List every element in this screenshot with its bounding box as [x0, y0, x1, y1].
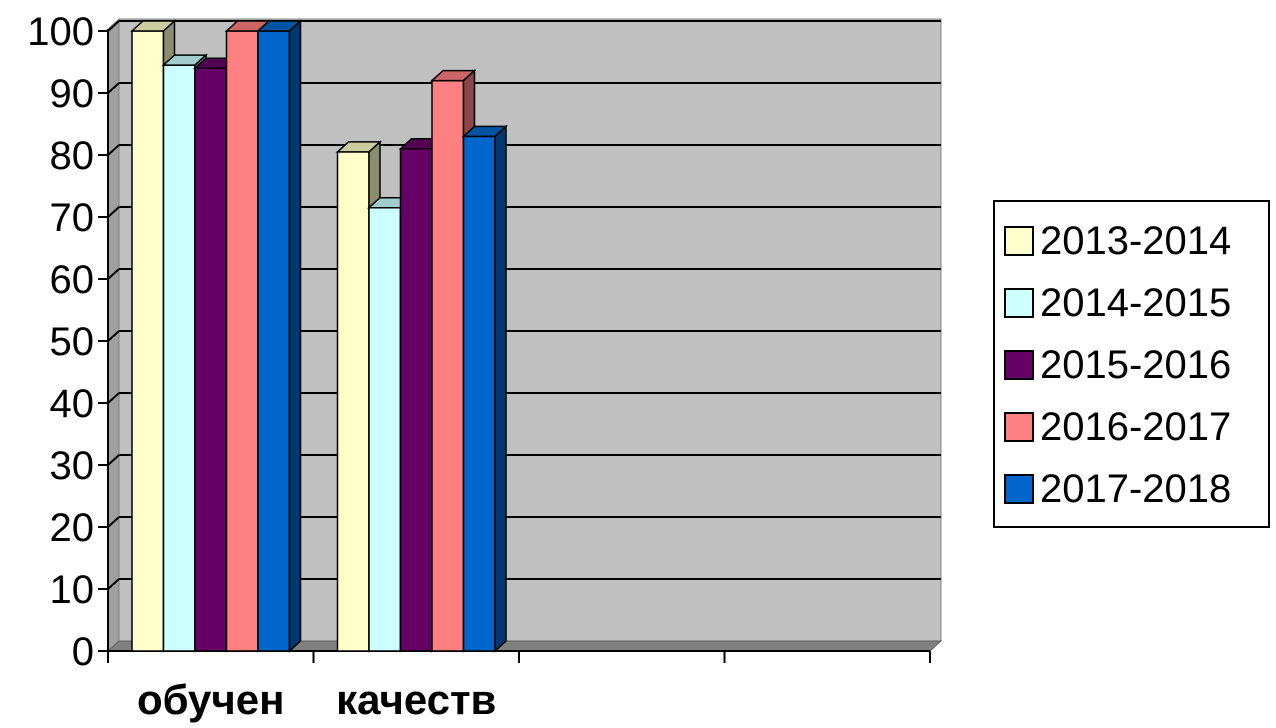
gridline-side [107, 516, 120, 528]
bar-front [257, 30, 291, 652]
bar-front [368, 206, 402, 652]
x-category-label: качеств [336, 676, 496, 723]
gridline-side [107, 206, 120, 218]
gridline-side [107, 144, 120, 156]
legend-swatch [1004, 288, 1034, 318]
bar-side [288, 19, 302, 653]
bars [130, 19, 508, 653]
bar-front [431, 79, 465, 652]
gridline-side [107, 330, 120, 342]
bar-side [494, 124, 507, 653]
y-tick-label: 100 [27, 10, 94, 54]
bar-front [225, 30, 259, 652]
bar-front [399, 148, 433, 652]
y-tick-label: 50 [50, 320, 95, 364]
legend-item: 2013-2014 [995, 216, 1231, 266]
y-tick-label: 60 [50, 258, 95, 302]
x-axis-category-labels: обучен качеств [137, 676, 496, 723]
legend-item: 2014-2015 [995, 278, 1231, 328]
x-category-label: обучен [137, 676, 285, 723]
legend-label: 2015-2016 [1040, 343, 1232, 387]
y-tick-label: 80 [50, 134, 95, 178]
gridline-side [107, 578, 120, 590]
legend-item: 2017-2018 [995, 464, 1231, 514]
legend: 2013-2014 2014-2015 2015-2016 2016-2017 2017… [993, 200, 1270, 528]
bar [256, 19, 303, 653]
legend-label: 2013-2014 [1040, 219, 1232, 263]
legend-label: 2016-2017 [1040, 405, 1232, 449]
bar-front [194, 67, 228, 652]
gridline-side [107, 82, 120, 94]
bar [461, 124, 508, 653]
gridline-side [107, 20, 120, 32]
y-tick-label: 90 [50, 72, 95, 116]
bar-front [336, 151, 370, 652]
bar-front [131, 30, 165, 652]
gridline-side [107, 454, 120, 466]
y-tick-label: 40 [50, 382, 95, 426]
gridline-side [107, 392, 120, 404]
y-tick-label: 20 [50, 506, 95, 550]
bar-front [162, 64, 196, 652]
legend-swatch [1004, 350, 1034, 380]
y-tick-label: 0 [72, 630, 94, 674]
y-tick-label: 30 [50, 444, 95, 488]
legend-item: 2015-2016 [995, 340, 1231, 390]
legend-swatch [1004, 226, 1034, 256]
gridline-side [107, 268, 120, 280]
legend-item: 2016-2017 [995, 402, 1231, 452]
legend-label: 2014-2015 [1040, 281, 1232, 325]
legend-label: 2017-2018 [1040, 467, 1232, 511]
y-tick-label: 70 [50, 196, 95, 240]
legend-swatch [1004, 474, 1034, 504]
y-axis-tick-labels: 0 10 20 30 40 50 60 70 80 90 100 [27, 10, 94, 674]
legend-swatch [1004, 412, 1034, 442]
y-tick-label: 10 [50, 568, 95, 612]
bar-front [462, 135, 496, 652]
